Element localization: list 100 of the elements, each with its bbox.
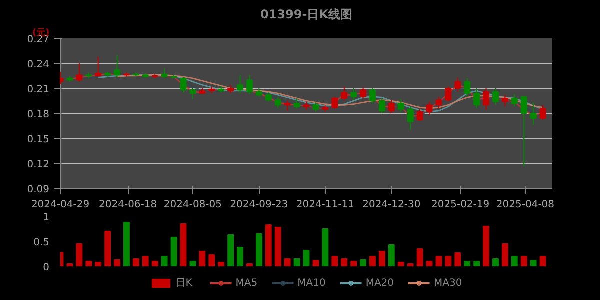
candlestick bbox=[511, 94, 518, 108]
bar bbox=[350, 261, 358, 266]
candlestick bbox=[284, 100, 291, 112]
bar bbox=[341, 258, 348, 266]
candlestick bbox=[246, 74, 253, 95]
bar bbox=[492, 258, 499, 266]
candlestick bbox=[274, 96, 282, 109]
legend-label: MA10 bbox=[298, 277, 326, 289]
bar bbox=[246, 264, 253, 266]
candlestick bbox=[540, 104, 546, 121]
candlestick bbox=[76, 63, 83, 82]
candlestick bbox=[180, 77, 187, 94]
bar bbox=[265, 224, 272, 266]
bar bbox=[378, 251, 386, 266]
bar bbox=[170, 237, 178, 266]
y-tick-label: 0.18 bbox=[27, 110, 50, 120]
legend-label: 日K bbox=[176, 277, 194, 290]
bar bbox=[398, 262, 404, 266]
x-tick-label: 2024-08-05 bbox=[164, 200, 222, 210]
candlestick bbox=[407, 106, 414, 131]
y-tick-label: 0 bbox=[43, 262, 50, 274]
candlestick bbox=[190, 88, 196, 100]
bar bbox=[66, 264, 74, 266]
bar bbox=[86, 261, 92, 266]
legend-label: MA30 bbox=[434, 277, 462, 289]
candlestick bbox=[530, 102, 537, 126]
bar bbox=[426, 261, 433, 266]
candlestick bbox=[265, 92, 272, 102]
bar bbox=[152, 261, 158, 266]
bar bbox=[142, 256, 149, 266]
bar bbox=[114, 260, 120, 266]
candlestick bbox=[502, 94, 508, 108]
bar bbox=[502, 244, 508, 266]
bar bbox=[360, 260, 366, 266]
candlestick bbox=[332, 96, 338, 110]
bar bbox=[95, 262, 102, 266]
candlestick bbox=[454, 77, 462, 92]
legend-label: MA5 bbox=[236, 277, 258, 289]
bar bbox=[520, 256, 528, 266]
bar bbox=[199, 251, 206, 266]
candlestick bbox=[360, 87, 366, 99]
bar bbox=[416, 248, 424, 266]
x-tick-label: 2024-04-29 bbox=[31, 200, 90, 210]
y-tick-label: 0.5 bbox=[34, 238, 50, 248]
bar bbox=[445, 256, 452, 266]
candlestick bbox=[95, 56, 102, 78]
y-tick-label: 0.24 bbox=[27, 60, 50, 70]
bar bbox=[104, 231, 112, 266]
bar bbox=[312, 260, 320, 266]
chart-title: 01399-日K线图 bbox=[260, 8, 353, 22]
candlestick bbox=[350, 88, 358, 101]
bar bbox=[540, 256, 546, 266]
bar bbox=[388, 244, 395, 266]
bar bbox=[322, 228, 329, 266]
candlestick bbox=[161, 68, 168, 79]
candlestick bbox=[398, 98, 404, 114]
candlestick bbox=[492, 88, 499, 106]
candlestick bbox=[114, 54, 120, 78]
bar bbox=[132, 258, 140, 266]
bar bbox=[76, 244, 83, 266]
x-tick-label: 2025-02-19 bbox=[432, 200, 490, 210]
bar bbox=[407, 264, 414, 266]
y-tick-label: 0.09 bbox=[27, 184, 50, 196]
bar bbox=[284, 258, 291, 266]
bar bbox=[511, 256, 518, 266]
x-tick-label: 2025-04-08 bbox=[496, 200, 555, 210]
bar bbox=[370, 256, 376, 266]
candlestick bbox=[416, 108, 424, 122]
bar bbox=[474, 261, 480, 266]
candlestick bbox=[312, 102, 320, 112]
x-tick-label: 2024-09-23 bbox=[230, 200, 288, 210]
x-tick-label: 2024-06-18 bbox=[99, 200, 158, 210]
bar bbox=[464, 261, 471, 266]
bar bbox=[124, 222, 130, 266]
candlestick bbox=[294, 98, 300, 109]
bar bbox=[274, 227, 282, 266]
bar bbox=[530, 260, 537, 266]
bar bbox=[190, 261, 196, 266]
candlestick bbox=[237, 74, 244, 94]
legend-label: MA20 bbox=[366, 277, 394, 289]
candlestick bbox=[341, 86, 348, 102]
bar bbox=[180, 224, 187, 266]
bar bbox=[483, 226, 490, 266]
bar bbox=[436, 256, 442, 266]
candlestick bbox=[388, 100, 395, 114]
bar bbox=[256, 234, 262, 266]
x-tick-label: 2024-12-30 bbox=[362, 200, 421, 210]
y-tick-label: 0.12 bbox=[27, 160, 50, 170]
candlestick bbox=[378, 98, 386, 114]
bar bbox=[303, 250, 310, 266]
bar bbox=[332, 256, 338, 266]
bar bbox=[294, 258, 300, 266]
candlestick bbox=[520, 96, 528, 168]
candlestick bbox=[426, 101, 433, 116]
y-tick-label: 1 bbox=[43, 212, 50, 224]
y-tick-label: 0.15 bbox=[27, 134, 50, 146]
x-tick-label: 2024-11-11 bbox=[296, 200, 354, 210]
candlestick bbox=[436, 96, 442, 109]
bar bbox=[228, 234, 234, 266]
y-tick-label: 0.21 bbox=[27, 84, 50, 96]
